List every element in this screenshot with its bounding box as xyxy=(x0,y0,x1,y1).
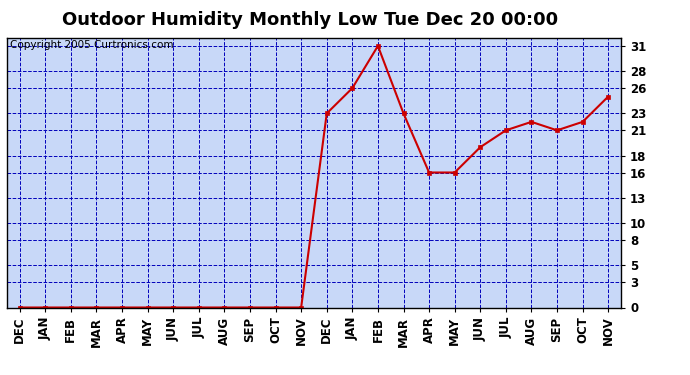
Text: Outdoor Humidity Monthly Low Tue Dec 20 00:00: Outdoor Humidity Monthly Low Tue Dec 20 … xyxy=(62,11,559,29)
Text: Copyright 2005 Curtronics.com: Copyright 2005 Curtronics.com xyxy=(10,40,173,50)
